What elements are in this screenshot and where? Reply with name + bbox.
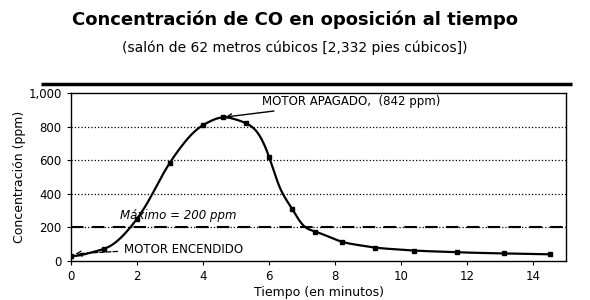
Text: (salón de 62 metros cúbicos [2,332 pies cúbicos]): (salón de 62 metros cúbicos [2,332 pies … <box>122 40 468 55</box>
Text: MOTOR APAGADO,  (842 ppm): MOTOR APAGADO, (842 ppm) <box>227 95 441 118</box>
Text: MOTOR ENCENDIDO: MOTOR ENCENDIDO <box>124 243 243 256</box>
Y-axis label: Concentración (ppm): Concentración (ppm) <box>12 111 25 243</box>
Text: Máximo = 200 ppm: Máximo = 200 ppm <box>120 209 237 222</box>
Text: Concentración de CO en oposición al tiempo: Concentración de CO en oposición al tiem… <box>72 11 518 29</box>
X-axis label: Tiempo (en minutos): Tiempo (en minutos) <box>254 286 384 299</box>
